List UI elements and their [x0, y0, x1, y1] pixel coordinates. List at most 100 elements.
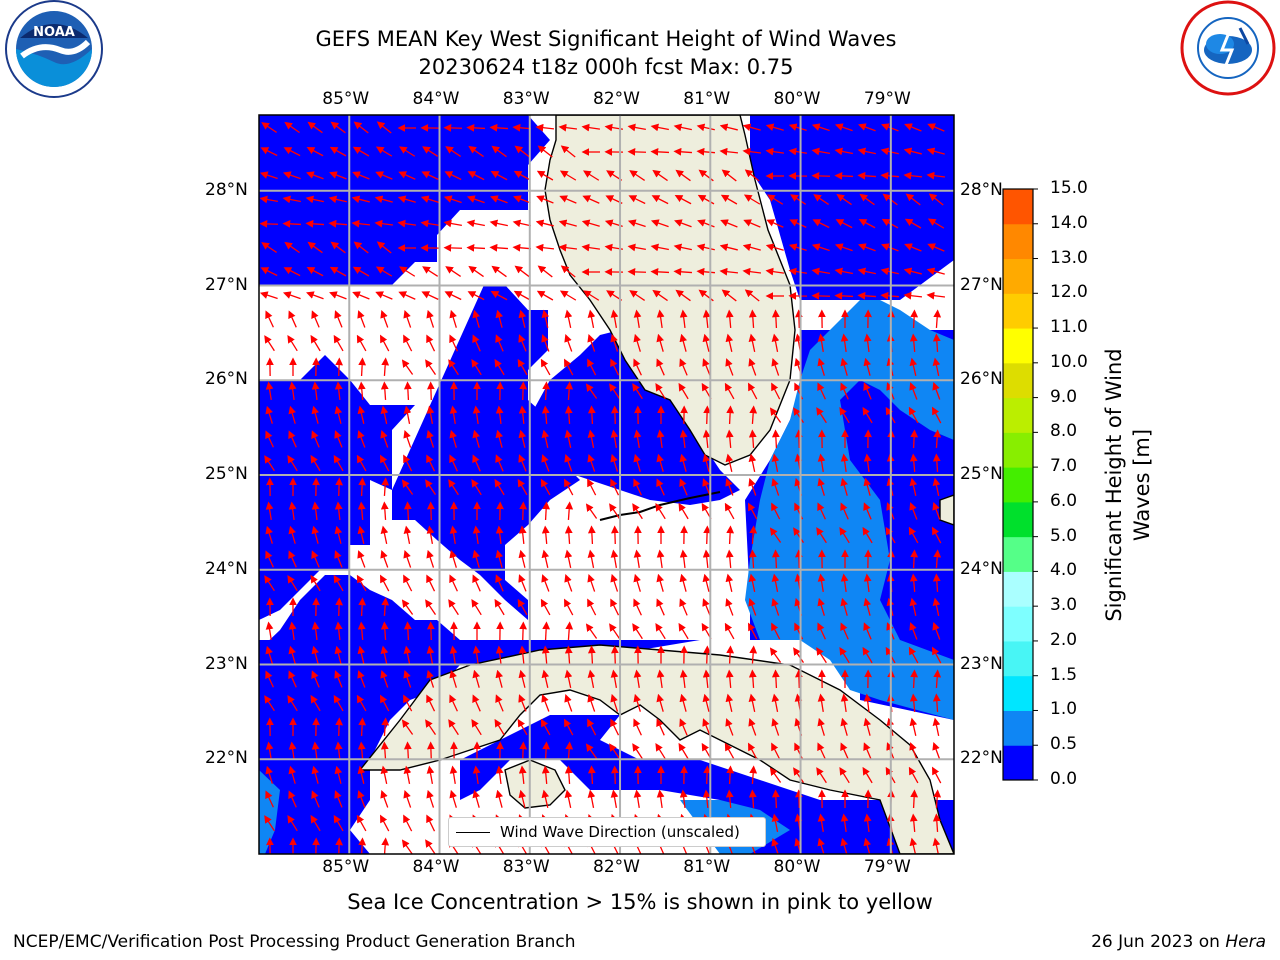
wave-direction-arrow: [334, 430, 343, 448]
wave-direction-arrow: [840, 597, 848, 616]
wave-direction-arrow: [489, 123, 509, 132]
wave-direction-arrow: [449, 765, 458, 785]
wave-direction-arrow: [334, 525, 343, 544]
wave-direction-arrow: [765, 243, 784, 251]
wave-direction-arrow: [333, 334, 344, 352]
colorbar-tick-label: 14.0: [1050, 212, 1088, 233]
wave-direction-arrow: [559, 195, 577, 204]
wave-direction-arrow: [909, 382, 918, 400]
wave-direction-arrow: [725, 429, 734, 449]
wave-direction-arrow: [334, 645, 343, 664]
wave-direction-arrow: [581, 243, 601, 252]
wave-direction-arrow: [306, 267, 324, 277]
wave-direction-arrow: [495, 669, 504, 688]
wave-direction-arrow: [537, 145, 553, 158]
wave-direction-arrow: [558, 123, 578, 132]
map-legend: Wind Wave Direction (unscaled): [448, 817, 766, 847]
wave-direction-arrow: [381, 597, 390, 617]
wave-direction-arrow: [282, 291, 301, 300]
wave-direction-arrow: [542, 381, 551, 401]
wave-direction-arrow: [858, 123, 876, 132]
wave-direction-arrow: [909, 717, 918, 736]
wave-direction-arrow: [771, 717, 780, 736]
wave-direction-arrow: [403, 789, 412, 808]
wave-direction-arrow: [720, 219, 738, 228]
wave-direction-arrow: [610, 333, 619, 352]
wave-direction-arrow: [564, 549, 573, 568]
wave-direction-arrow: [426, 454, 436, 472]
wave-direction-arrow: [472, 405, 481, 425]
wave-direction-arrow: [472, 525, 481, 545]
wave-direction-arrow: [489, 219, 508, 228]
wave-direction-arrow: [449, 574, 458, 592]
wave-direction-arrow: [380, 310, 389, 328]
wave-direction-arrow: [933, 789, 942, 809]
wave-direction-arrow: [399, 146, 416, 157]
wave-direction-arrow: [748, 382, 758, 400]
wave-direction-arrow: [380, 790, 389, 808]
colorbar-segment: [1003, 606, 1033, 642]
wave-direction-arrow: [696, 243, 715, 252]
wave-direction-arrow: [582, 195, 600, 204]
wave-direction-arrow: [771, 813, 780, 832]
wave-direction-arrow: [863, 813, 872, 833]
wave-direction-arrow: [541, 309, 550, 328]
wave-direction-arrow: [356, 694, 367, 712]
colorbar-tick-label: 4.0: [1050, 560, 1078, 581]
wave-direction-arrow: [611, 525, 619, 545]
wave-direction-arrow: [587, 358, 597, 376]
wave-direction-arrow: [380, 430, 389, 448]
wave-direction-arrow: [817, 837, 825, 854]
wave-direction-arrow: [587, 598, 597, 616]
wave-direction-arrow: [674, 195, 692, 205]
wave-direction-arrow: [265, 621, 274, 641]
wave-direction-arrow: [494, 478, 505, 496]
wave-direction-arrow: [840, 742, 849, 760]
wave-direction-arrow: [765, 147, 785, 156]
wave-direction-arrow: [564, 358, 574, 376]
wave-direction-arrow: [282, 195, 301, 204]
wave-direction-arrow: [610, 598, 620, 616]
wave-direction-arrow: [702, 718, 711, 736]
wave-direction-arrow: [817, 742, 826, 760]
wave-direction-arrow: [401, 359, 414, 375]
wave-direction-arrow: [425, 359, 437, 375]
wave-direction-arrow: [652, 169, 668, 182]
map-panel: [259, 115, 954, 854]
wave-direction-arrow: [585, 383, 598, 399]
wave-direction-arrow: [766, 219, 784, 228]
wave-direction-arrow: [306, 171, 324, 180]
wave-direction-arrow: [581, 219, 600, 227]
wave-direction-arrow: [288, 790, 297, 808]
wave-direction-arrow: [565, 501, 574, 521]
wave-direction-arrow: [811, 292, 831, 300]
wave-direction-arrow: [471, 599, 482, 616]
wave-direction-arrow: [260, 147, 278, 157]
wave-direction-arrow: [771, 573, 780, 592]
wave-direction-arrow: [629, 290, 645, 302]
wave-direction-arrow: [719, 243, 738, 252]
wave-direction-arrow: [863, 622, 872, 640]
wave-direction-arrow: [788, 123, 807, 131]
wave-direction-arrow: [330, 121, 346, 134]
lon-tick-label: 85°W: [322, 89, 370, 109]
wave-direction-arrow: [443, 195, 462, 204]
noaa-logo-text: NOAA: [33, 25, 75, 40]
wave-direction-arrow: [380, 334, 390, 352]
wave-direction-arrow: [765, 123, 784, 131]
wave-direction-arrow: [443, 219, 462, 228]
wave-direction-arrow: [702, 478, 711, 496]
wave-direction-arrow: [305, 219, 325, 228]
wave-direction-arrow: [448, 479, 459, 496]
wave-direction-arrow: [542, 741, 551, 761]
wave-direction-arrow: [863, 453, 872, 473]
wave-direction-arrow: [288, 550, 297, 568]
wave-direction-arrow: [656, 309, 665, 329]
wave-direction-arrow: [541, 405, 550, 425]
wave-direction-arrow: [650, 243, 669, 252]
wave-direction-arrow: [862, 526, 873, 544]
wave-direction-arrow: [812, 219, 830, 229]
wave-direction-arrow: [472, 429, 480, 448]
wave-direction-arrow: [513, 290, 531, 301]
wave-direction-arrow: [512, 219, 531, 228]
